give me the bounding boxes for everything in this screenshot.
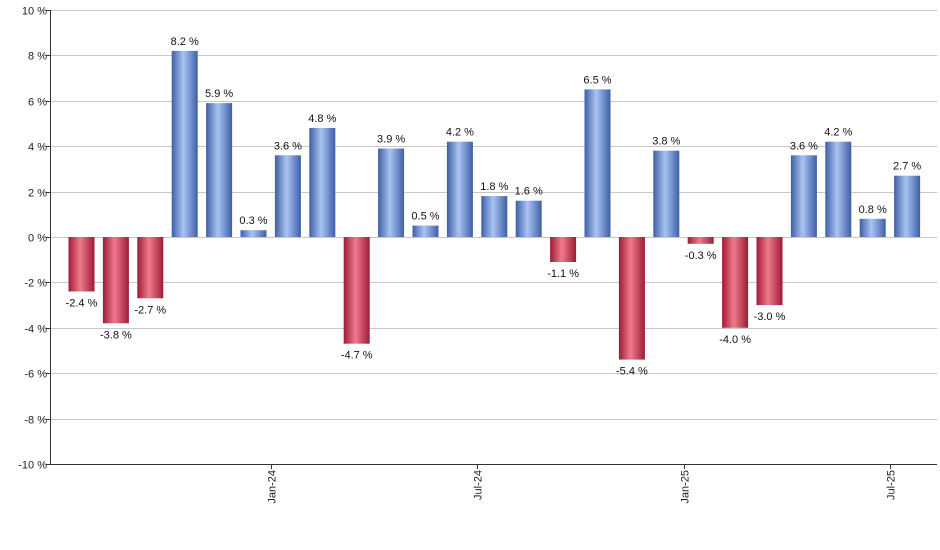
data-label: 0.5 % [411, 211, 439, 223]
bar [722, 237, 749, 328]
bar [515, 200, 542, 237]
tick-labels: 10 % 8 % 6 % 4 % 2 % 0 % -2 % -4 % -6 % -8 % -10 %… [18, 6, 897, 504]
bars [68, 50, 921, 360]
bar [653, 150, 680, 237]
y-tick-label: 4 % [28, 142, 47, 154]
bar [274, 155, 301, 237]
data-label: 3.8 % [652, 136, 680, 148]
data-label: -2.4 % [66, 298, 98, 310]
bar [171, 50, 198, 238]
data-label: 4.8 % [308, 113, 336, 125]
y-tick-label: -6 % [24, 369, 47, 381]
data-label: -4.7 % [341, 350, 373, 362]
data-label: 0.3 % [239, 215, 267, 227]
data-label: -3.8 % [100, 329, 132, 341]
data-label: 4.2 % [446, 127, 474, 139]
y-tick-label: 2 % [28, 188, 47, 200]
data-label: 2.7 % [893, 161, 921, 173]
y-tick-label: -8 % [24, 415, 47, 427]
data-label: -2.7 % [134, 304, 166, 316]
bar [68, 237, 95, 292]
y-tick-label: 6 % [28, 97, 47, 109]
data-label: 1.8 % [480, 181, 508, 193]
data-label: -3.0 % [754, 311, 786, 323]
data-label: 8.2 % [171, 36, 199, 48]
x-tick-label: Jan-25 [680, 470, 692, 504]
data-label: -0.3 % [685, 250, 717, 262]
data-label: -5.4 % [616, 366, 648, 378]
y-tick-label: 8 % [28, 51, 47, 63]
bar [446, 141, 473, 237]
x-tick-label: Jan-24 [267, 470, 279, 504]
y-tick-label: -2 % [24, 278, 47, 290]
bar [859, 218, 886, 237]
data-label: 1.6 % [515, 186, 543, 198]
bar [206, 103, 233, 237]
bar [618, 237, 645, 360]
bar [137, 237, 164, 299]
bar [240, 230, 267, 237]
bar [687, 237, 714, 244]
data-label: 3.6 % [790, 140, 818, 152]
x-tick-label: Jul-25 [886, 470, 898, 500]
y-tick-label: 0 % [28, 233, 47, 245]
data-label: 4.2 % [824, 127, 852, 139]
bar [790, 155, 817, 237]
bar [309, 128, 336, 237]
x-tick-label: Jul-24 [473, 470, 485, 500]
bar [825, 141, 852, 237]
bar [102, 237, 129, 324]
bar [584, 89, 611, 238]
y-tick-label: -4 % [24, 324, 47, 336]
data-label: 5.9 % [205, 88, 233, 100]
data-label: 3.9 % [377, 134, 405, 146]
data-labels: -2.4 % -3.8 % -2.7 % 8.2 % 5.9 % 0.3 % 3.6 % 4.… [66, 36, 922, 378]
bar [481, 196, 508, 237]
data-label: 0.8 % [859, 204, 887, 216]
y-tick-label: 10 % [22, 6, 47, 18]
data-label: -1.1 % [547, 268, 579, 280]
data-label: -4.0 % [719, 334, 751, 346]
axes [46, 10, 937, 469]
y-tick-label: -10 % [18, 460, 47, 472]
bar [550, 237, 577, 262]
bar [343, 237, 370, 344]
data-label: 3.6 % [274, 140, 302, 152]
data-label: 6.5 % [583, 74, 611, 86]
bar [756, 237, 783, 306]
bar [412, 225, 439, 237]
bar [378, 148, 405, 237]
bar [894, 175, 921, 237]
